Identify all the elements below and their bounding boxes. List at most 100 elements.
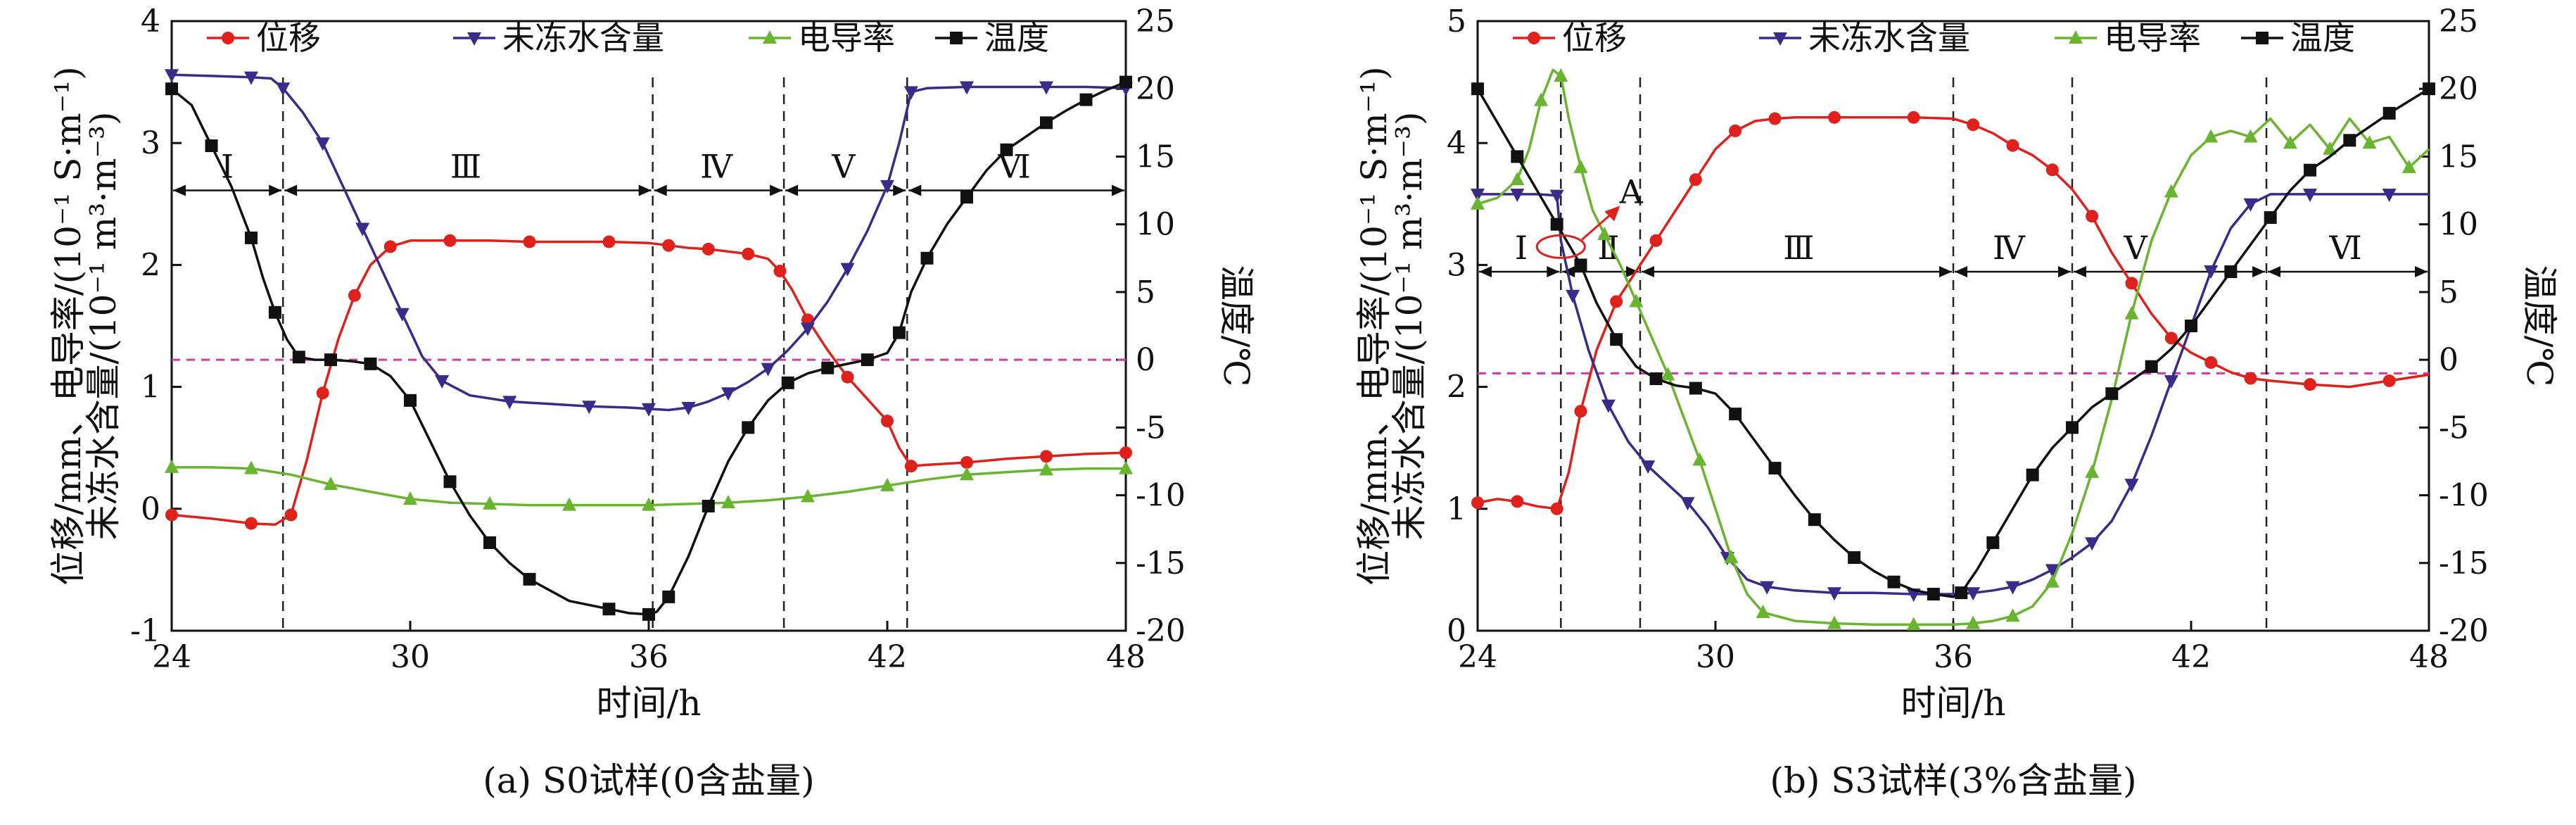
series-point-2 [1573, 159, 1588, 173]
phase-arrowhead [2415, 266, 2428, 278]
series-point-2 [1554, 68, 1568, 82]
series-point-1 [1641, 460, 1656, 474]
phase-arrowhead [785, 184, 799, 196]
x-tick-label: 42 [2171, 639, 2211, 675]
y-right-tick-label: 25 [1136, 4, 1175, 39]
x-axis-title: 时间/h [1901, 683, 2005, 724]
series-point-2 [2401, 159, 2416, 173]
series-point-2 [1756, 605, 1770, 619]
series-point-1 [2045, 564, 2060, 578]
series-point-0 [2204, 355, 2218, 369]
series-point-3 [2026, 468, 2039, 481]
series-point-3 [1119, 75, 1132, 89]
series-point-0 [773, 265, 787, 278]
series-point-1 [2243, 198, 2258, 212]
series-point-0 [960, 455, 973, 469]
y-right-tick-label: -5 [1136, 410, 1166, 446]
y-left-tick-label: -1 [130, 613, 160, 649]
panel-caption: (b) S3试样(3%含盐量) [1770, 760, 2136, 801]
series-point-1 [903, 86, 918, 100]
series-point-1 [1471, 188, 1485, 202]
series-point-2 [562, 497, 576, 511]
phase-arrowhead [284, 184, 298, 196]
series-point-2 [1966, 615, 1981, 629]
legend-marker [2256, 32, 2269, 44]
series-point-0 [1689, 173, 1702, 187]
y-left-tick-label: 2 [141, 247, 160, 283]
series-point-2 [1661, 367, 1675, 381]
series-point-0 [1550, 502, 1563, 515]
phase-arrowhead [908, 184, 922, 196]
y-left-tick-label: 1 [1447, 491, 1466, 527]
series-point-2 [1510, 172, 1525, 186]
series-point-0 [316, 386, 329, 400]
y-right-tick-label: 10 [2439, 207, 2478, 243]
series-point-3 [920, 251, 934, 265]
series-point-2 [1629, 294, 1644, 308]
series-point-3 [1848, 551, 1861, 565]
series-point-0 [2006, 139, 2019, 152]
series-point-1 [355, 222, 370, 237]
series-line-0 [171, 239, 1127, 527]
y-left-tick-label: 5 [1447, 4, 1466, 39]
legend-marker [1528, 32, 1540, 44]
y-right-tick-label: 25 [2439, 4, 2478, 39]
series-point-3 [1986, 536, 2000, 549]
series-point-3 [324, 353, 337, 367]
series-point-2 [2323, 141, 2337, 155]
series-point-0 [904, 460, 918, 473]
series-point-3 [2343, 134, 2356, 147]
series-point-3 [268, 306, 281, 319]
phase-arrowhead [1939, 266, 1952, 278]
series-point-3 [523, 572, 536, 586]
series-point-0 [348, 289, 361, 302]
series-point-3 [2423, 82, 2435, 96]
y-left-tick-label: 3 [141, 125, 160, 161]
y-left-tick-label: 4 [1447, 125, 1466, 161]
series-point-2 [1827, 615, 1841, 629]
series-point-3 [1574, 258, 1587, 272]
y-left-axis-title-line2: 未冻水含量/(10⁻¹ m³·m⁻³) [1389, 111, 1430, 540]
annotation-ellipse [1535, 234, 1586, 259]
series-point-3 [742, 421, 755, 434]
series-point-1 [1760, 581, 1775, 595]
series-point-2 [244, 460, 258, 474]
legend-marker [467, 32, 481, 46]
series-point-1 [1601, 399, 1616, 413]
y-right-tick-label: 5 [2439, 275, 2458, 310]
phase-arrowhead [1955, 266, 1967, 278]
series-point-1 [1510, 188, 1525, 202]
series-point-2 [2005, 608, 2020, 622]
x-tick-label: 24 [152, 639, 191, 675]
series-point-0 [1574, 405, 1587, 418]
phase-arrowhead [638, 184, 652, 196]
phase-arrowhead [1479, 266, 1492, 278]
phase-region-label: Ⅰ [221, 148, 234, 186]
series-point-3 [960, 191, 973, 204]
series-point-3 [1000, 143, 1013, 156]
legend-label: 未冻水含量 [502, 19, 664, 57]
series-point-1 [761, 363, 775, 377]
series-point-3 [1471, 82, 1484, 96]
series-point-1 [1966, 587, 1981, 601]
phase-arrowhead [893, 184, 906, 196]
series-point-0 [2045, 163, 2059, 177]
series-point-3 [404, 393, 417, 407]
series-point-2 [1534, 92, 1549, 106]
y-right-tick-label: -5 [2439, 410, 2469, 446]
panel-a: 24 30 36 42 48-101234-20-15-10-50510152025时间… [48, 4, 1257, 801]
series-point-2 [721, 495, 735, 509]
series-point-3 [205, 139, 218, 153]
legend-label: 温度 [2290, 19, 2355, 57]
series-point-2 [483, 496, 497, 510]
series-point-1 [435, 374, 450, 389]
series-point-3 [2383, 106, 2396, 120]
series-point-3 [602, 603, 616, 616]
legend-label: 电导率 [2104, 19, 2201, 57]
x-tick-label: 36 [629, 639, 668, 675]
series-point-2 [2085, 464, 2100, 478]
series-point-3 [1511, 150, 1524, 163]
series-line-3 [170, 80, 1127, 616]
series-point-1 [642, 403, 656, 417]
series-point-0 [1729, 124, 1742, 137]
